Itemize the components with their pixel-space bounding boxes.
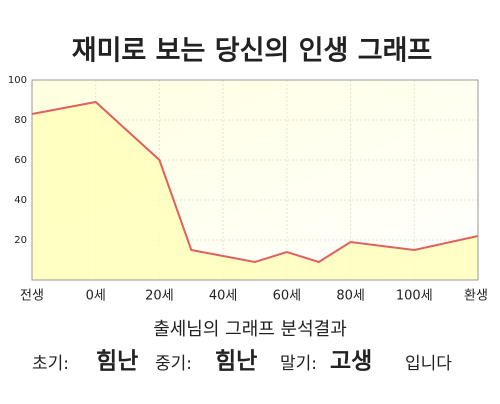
stage-result: 힘난 [96,349,138,375]
chart-title: 재미로 보는 당신의 인생 그래프 [72,36,433,67]
x-tick-label: 40세 [209,289,238,304]
y-tick-label: 100 [8,75,27,86]
y-tick-label: 80 [14,115,27,126]
x-tick-label: 전생 [20,289,44,304]
stage-label: 말기: [280,354,317,374]
line [31,100,479,264]
stage-label: 초기: [32,354,69,374]
analysis-heading: 출세님의 그래프 분석결과 [153,319,347,340]
x-tick-label: 20세 [145,289,174,304]
stage-label: 중기: [155,354,192,374]
ending: 입니다 [405,354,452,374]
analysis-line: 초기: 힘난 중기: 힘난 말기: 고생 입니다 [32,349,452,375]
stage-result: 고생 [330,349,372,375]
x-tick-label: 60세 [273,289,302,304]
plot-area [31,79,479,281]
y-tick-label: 20 [14,235,27,246]
x-tick-label: 환생 [464,289,488,304]
x-tick-label: 0세 [86,289,106,304]
y-tick-label: 40 [14,195,27,206]
stage-result: 힘난 [215,349,257,375]
y-tick-label: 60 [14,155,27,166]
x-tick-label: 100세 [396,289,433,304]
x-tick-label: 80세 [336,289,365,304]
